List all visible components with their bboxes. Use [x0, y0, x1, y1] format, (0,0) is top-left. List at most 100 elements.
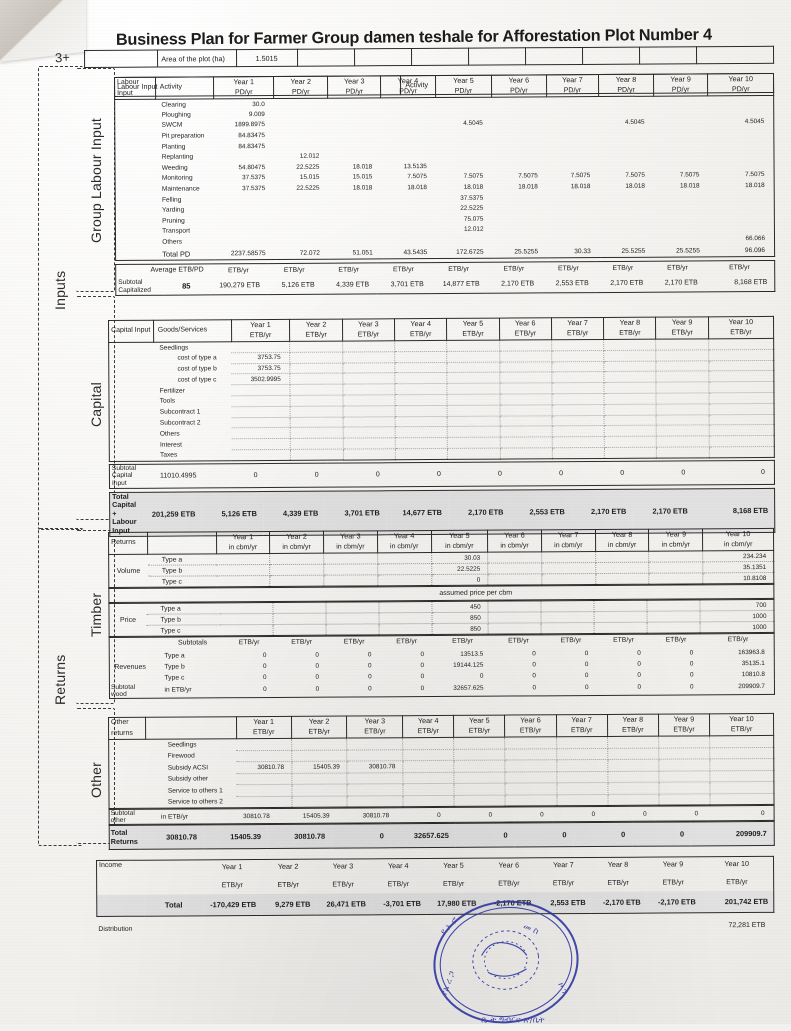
capital-value: [656, 446, 710, 458]
timber-revenues-table: Subtotals ETB/yr ETB/yr ETB/yr ETB/yr ETB/yr E…: [108, 632, 776, 699]
activity-value: [436, 161, 492, 172]
year-header: Year 5 ETB/yr: [453, 715, 506, 738]
unit-header: ETB/yr: [612, 264, 634, 272]
activity-value: [654, 234, 709, 245]
other-value: [658, 770, 710, 783]
activity-label: Pruning: [162, 217, 185, 225]
capital-value: 3753.75: [231, 362, 291, 375]
activity-value: [328, 140, 381, 151]
other-value: [291, 772, 348, 785]
activity-value: [328, 151, 381, 162]
timber-volume-value: [649, 550, 703, 563]
timber-revenue-value: 0: [584, 649, 589, 657]
timber-volume-value: [487, 562, 542, 575]
activity-label: Ploughing: [161, 111, 191, 119]
timber-price-value: [325, 601, 380, 614]
subtotal-other-value: 0: [694, 809, 699, 817]
activity-value: [599, 139, 654, 150]
capital-value: [708, 370, 774, 383]
capital-value: [394, 340, 447, 352]
total-returns-value: 30810.78: [166, 832, 197, 842]
activity-label: SWCM: [161, 122, 183, 130]
capital-value: [342, 437, 396, 450]
capital-value: [499, 447, 553, 459]
average-etb-per-pd-value: 85: [182, 281, 191, 291]
total-capital-labour-value: 2,170 ETB: [652, 506, 688, 516]
capital-value: [603, 339, 657, 351]
timber-type-label: Type a: [164, 652, 185, 660]
capital-value: [447, 372, 500, 384]
capital-value: [604, 371, 657, 383]
activity-value: 7.5075: [463, 173, 484, 181]
capital-value: [552, 425, 605, 437]
capital-value: [656, 382, 709, 394]
total-returns-value: 32657.625: [413, 830, 449, 841]
activity-value: [381, 203, 436, 214]
capital-value: [656, 436, 710, 448]
timber-revenue-value: 0: [637, 660, 641, 668]
activity-value: [547, 160, 600, 171]
capital-value: [290, 427, 343, 439]
activity-value: [654, 138, 709, 149]
other-value: [607, 770, 659, 783]
activity-value: [654, 223, 709, 234]
activity-label: Transport: [162, 227, 191, 236]
other-value: [505, 748, 557, 761]
activity-label: Felling: [161, 196, 182, 204]
timber-revenue-value: 13513.5: [460, 650, 484, 658]
capital-item-label: Fertilizer: [159, 387, 185, 395]
year-header: Year 5 ETB/yr: [446, 318, 500, 341]
capital-item-label: cost of type a: [177, 354, 217, 362]
year-header: Year 10 ETB/yr: [709, 713, 774, 736]
capital-value: [342, 351, 395, 363]
subtotal-other-value: 0: [437, 811, 441, 819]
other-value: [607, 759, 659, 771]
subtotal-value: 3,701 ETB: [390, 281, 424, 289]
timber-revenue-value: 0: [262, 651, 267, 659]
activity-value: [709, 191, 775, 202]
activity-value: [599, 128, 654, 139]
capital-item-label: Seedlings: [159, 344, 189, 352]
year-header: Year 3 ETB/yr: [346, 715, 403, 739]
year-header: Year 6 in cbm/yr: [487, 529, 542, 553]
capital-value: [446, 350, 500, 363]
capital-value: [551, 404, 605, 416]
unit-header: ETB/yr: [452, 638, 473, 646]
capital-value: 3502.9995: [231, 373, 291, 385]
capital-value: [708, 403, 775, 415]
activity-value: [492, 139, 547, 150]
subtotal-wood-label: Subtotal wood: [110, 683, 136, 698]
activity-value: [214, 151, 274, 162]
activity-value: 7.5075: [570, 172, 591, 180]
activity-value: 7.5075: [518, 172, 538, 180]
total-capital-labour-value: 5,126 ETB: [221, 508, 257, 518]
capital-value: [342, 362, 395, 374]
timber-volume-value: [269, 575, 324, 587]
timber-volume-value: 10.8108: [702, 572, 774, 584]
capital-value: [231, 406, 291, 418]
timber-revenue-value: 0: [637, 649, 641, 657]
activity-value: [275, 236, 329, 247]
year-header: Year 4 in cbm/yr: [377, 530, 432, 553]
activity-value: 15.015: [352, 173, 373, 181]
capital-value: [394, 383, 448, 395]
capital-input-table: Capital Input Goods/Services Year 1 ETB/yr Y…: [108, 315, 775, 462]
capital-value: [708, 349, 774, 361]
capital-value: [290, 416, 343, 428]
capital-value: [342, 340, 395, 352]
subtotal-wood-value: 0: [368, 685, 372, 693]
activity-value: [274, 194, 328, 205]
capital-value: [231, 341, 291, 353]
other-value: [505, 771, 557, 784]
timber-volume-value: [216, 575, 270, 587]
timber-volume-value: [595, 573, 650, 585]
capital-value: [551, 361, 605, 373]
timber-revenue-value: 0: [367, 650, 372, 658]
other-value: [709, 781, 774, 794]
total-capital-labour-value: 201,259 ETB: [151, 509, 196, 519]
other-value: [454, 771, 506, 784]
capital-value: [342, 383, 395, 396]
capital-subtotal-value: 11010.4995: [159, 472, 197, 480]
activity-value: [274, 204, 328, 215]
capital-subtotal-value: 0: [620, 469, 625, 477]
